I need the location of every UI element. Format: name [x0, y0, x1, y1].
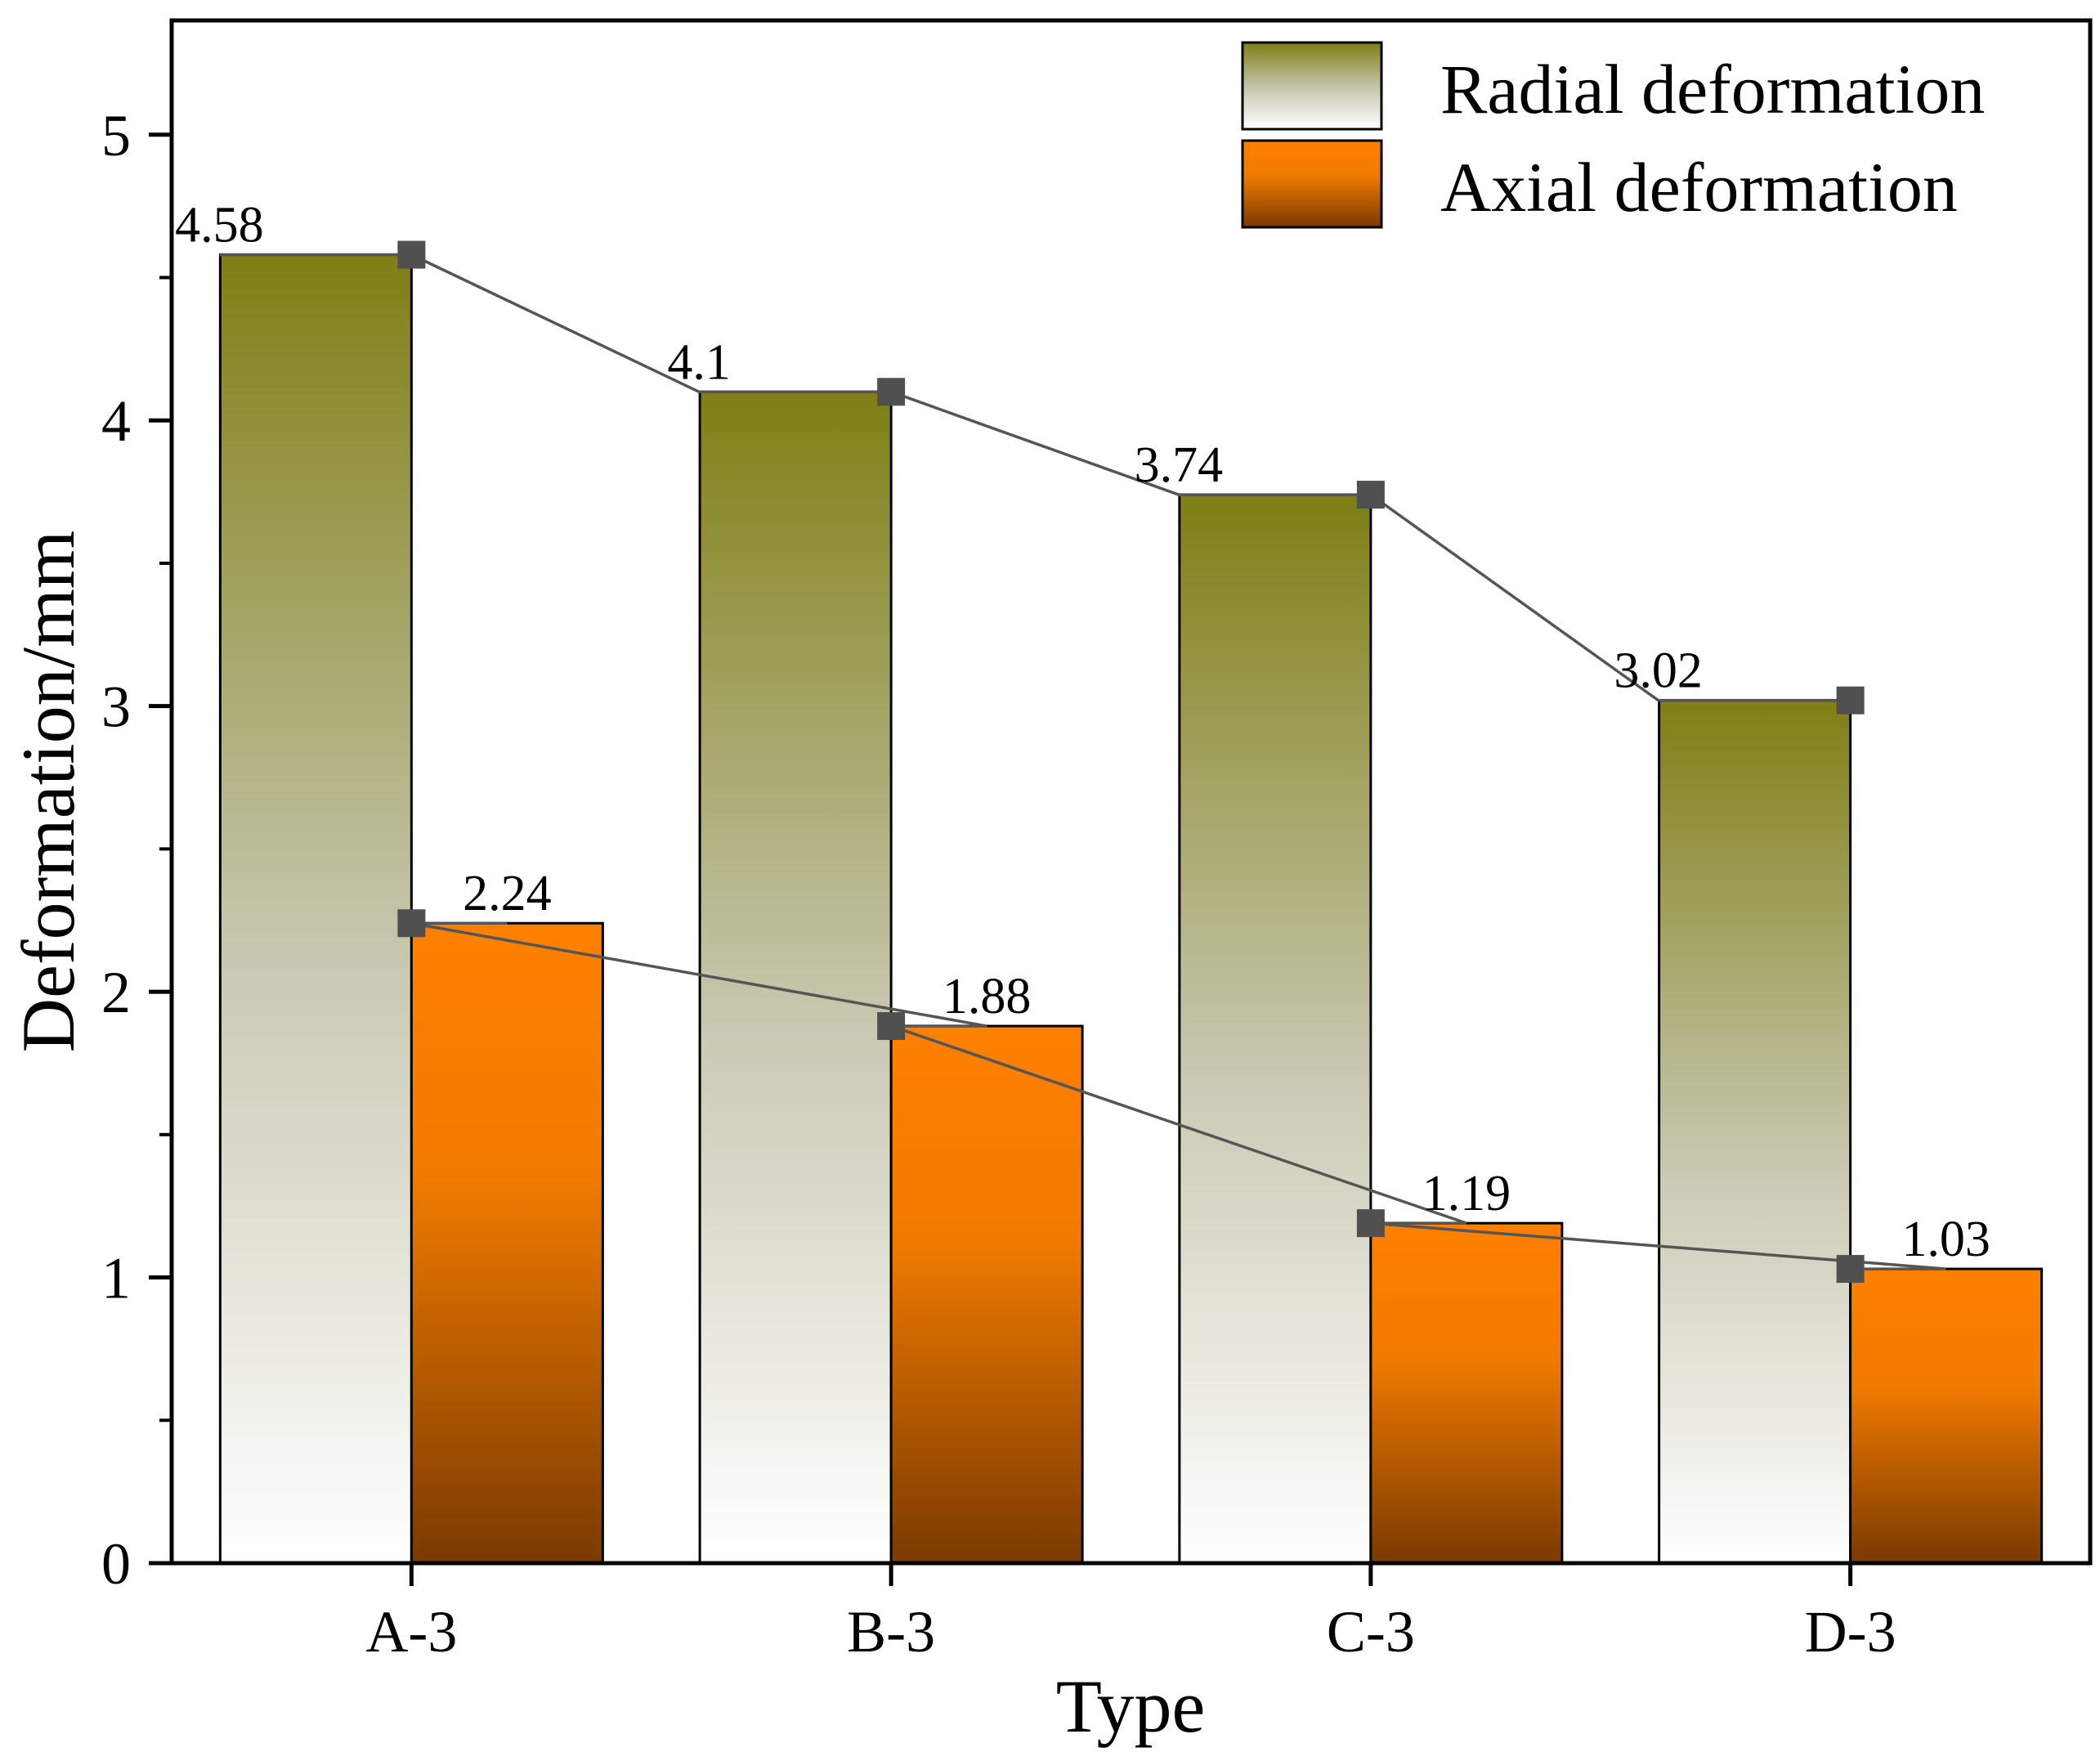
markers-layer	[397, 240, 1865, 1284]
x-tick-label-d-3: D-3	[1805, 1599, 1896, 1665]
marker-axial-c-3	[1356, 1209, 1385, 1238]
marker-radial-a-3	[397, 240, 426, 269]
y-axis: 0 1 2 3 4 5	[101, 103, 172, 1597]
bar-radial-b-3	[698, 390, 893, 1565]
y-tick-label-0: 0	[101, 1531, 131, 1597]
y-axis-title: Deformation/mm	[7, 531, 90, 1053]
bar-axial-d-3	[1849, 1267, 2044, 1565]
bars-layer	[218, 253, 2044, 1565]
bar-radial-a-3	[218, 253, 413, 1565]
marker-radial-b-3	[877, 378, 906, 406]
marker-axial-b-3	[877, 1012, 906, 1041]
data-label-radial-b-3: 4.1	[667, 334, 731, 390]
bar-axial-a-3	[410, 921, 604, 1565]
bar-axial-c-3	[1369, 1221, 1564, 1565]
y-tick-label-5: 5	[101, 103, 131, 168]
plot-frame	[169, 18, 2093, 1566]
x-tick-label-c-3: C-3	[1327, 1599, 1415, 1665]
x-tick-label-b-3: B-3	[847, 1599, 935, 1665]
data-label-radial-a-3: 4.58	[175, 198, 264, 253]
y-tick-label-3: 3	[101, 674, 131, 740]
legend-label-axial: Axial deformation	[1440, 148, 1958, 226]
legend-label-radial: Radial deformation	[1440, 50, 1985, 128]
y-tick-label-1: 1	[101, 1246, 131, 1311]
data-label-axial-c-3: 1.19	[1422, 1166, 1511, 1221]
bar-radial-d-3	[1658, 699, 1852, 1565]
trend-line-radial	[219, 253, 1851, 702]
marker-axial-a-3	[397, 909, 426, 938]
legend: Radial deformation Axial deformation	[1241, 41, 1985, 229]
x-tick-label-a-3: A-3	[365, 1599, 457, 1665]
data-labels-layer: 4.58 4.1 3.74 3.02 2.24 1.88 1.19 1.03	[175, 198, 1990, 1268]
y-tick-label-4: 4	[101, 388, 131, 454]
bar-radial-c-3	[1178, 493, 1372, 1565]
x-axis: A-3 B-3 C-3 D-3	[365, 1563, 1896, 1665]
data-label-axial-b-3: 1.88	[943, 969, 1032, 1024]
marker-axial-d-3	[1836, 1255, 1865, 1284]
data-label-axial-a-3: 2.24	[463, 866, 552, 921]
data-label-radial-d-3: 3.02	[1614, 643, 1703, 699]
y-tick-label-2: 2	[101, 960, 131, 1025]
legend-swatch-radial	[1241, 41, 1383, 131]
data-label-radial-c-3: 3.74	[1135, 437, 1224, 493]
marker-radial-c-3	[1356, 481, 1385, 509]
bar-axial-b-3	[889, 1024, 1084, 1565]
marker-radial-d-3	[1836, 686, 1865, 715]
legend-swatch-axial	[1241, 139, 1383, 229]
x-axis-title: Type	[1056, 1665, 1206, 1748]
data-label-axial-d-3: 1.03	[1901, 1212, 1990, 1267]
